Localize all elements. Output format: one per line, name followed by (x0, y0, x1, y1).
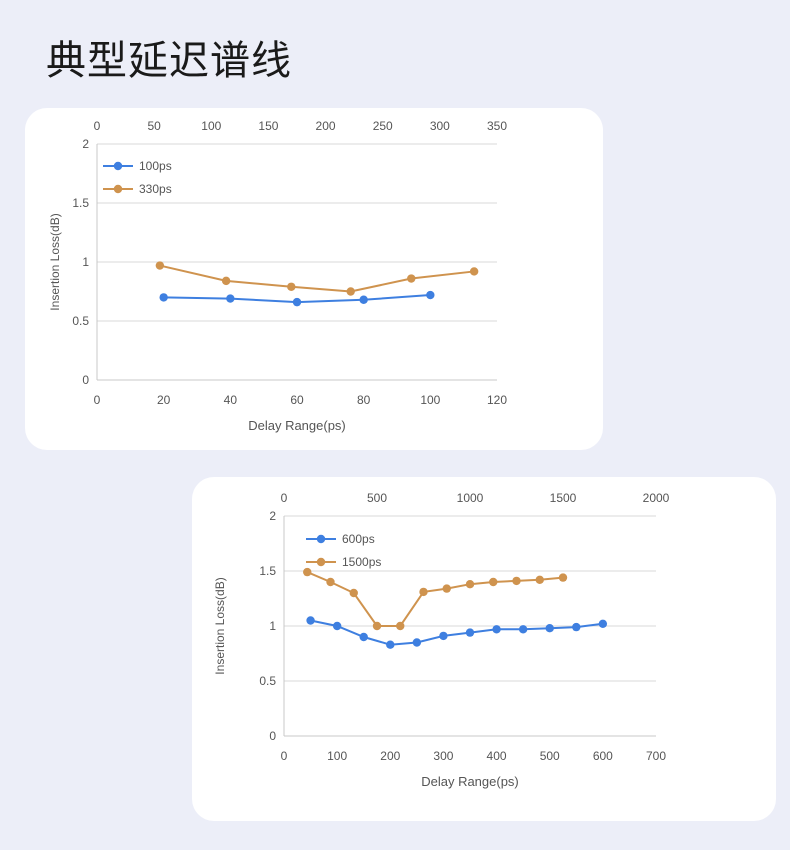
data-point-1500ps (535, 575, 544, 584)
data-point-600ps (306, 616, 315, 625)
y-tick-label: 2 (269, 509, 276, 523)
data-point-330ps (221, 276, 231, 286)
x2-tick-label: 500 (367, 491, 387, 505)
x2-tick-label: 50 (147, 119, 161, 133)
data-point-330ps (469, 267, 479, 276)
data-point-1500ps (419, 587, 428, 597)
x-tick-label: 200 (380, 749, 400, 763)
legend-label: 600ps (342, 532, 375, 546)
legend-marker (113, 161, 123, 171)
data-point-600ps (492, 625, 501, 634)
y-tick-label: 2 (82, 137, 89, 151)
x-tick-label: 300 (433, 749, 453, 763)
y-tick-label: 1.5 (72, 196, 89, 210)
data-point-330ps (407, 274, 416, 283)
data-point-330ps (346, 287, 355, 296)
x2-tick-label: 200 (316, 119, 336, 133)
x2-tick-label: 1000 (457, 491, 484, 505)
y-tick-label: 1 (82, 255, 89, 269)
legend-marker (316, 557, 326, 567)
data-point-330ps (287, 282, 296, 291)
y-axis-label: Insertion Loss(dB) (48, 213, 62, 310)
data-point-600ps (332, 621, 342, 631)
data-point-1500ps (442, 584, 451, 593)
legend-marker (316, 534, 326, 544)
page-title: 典型延迟谱线 (46, 38, 292, 84)
x2-tick-label: 0 (281, 491, 288, 505)
data-point-600ps (518, 625, 528, 634)
x-tick-label: 60 (290, 393, 304, 407)
series-line-330ps (159, 264, 475, 293)
data-point-1500ps (372, 621, 382, 631)
data-point-1500ps (303, 567, 312, 577)
data-point-100ps (292, 297, 302, 307)
chart-card-1: 0 0.5 1 1.5 2 0 20 40 60 80 100 120 0 50 100 150 200 250 3… (25, 108, 603, 450)
x-tick-label: 700 (646, 749, 666, 763)
x2-tick-label: 0 (94, 119, 101, 133)
y-tick-label: 0.5 (259, 674, 276, 688)
data-point-600ps (386, 640, 395, 649)
data-point-330ps (155, 261, 165, 270)
x-axis-label: Delay Range(ps) (248, 418, 346, 433)
x-tick-label: 500 (540, 749, 560, 763)
legend-label: 330ps (139, 182, 172, 196)
data-point-600ps (439, 631, 448, 641)
legend-label: 100ps (139, 159, 172, 173)
x-tick-label: 0 (94, 393, 101, 407)
series-line-1500ps (306, 571, 564, 627)
data-point-100ps (226, 294, 235, 303)
data-point-600ps (572, 622, 581, 632)
data-point-1500ps (396, 621, 405, 631)
x2-tick-label: 350 (487, 119, 507, 133)
data-point-1500ps (558, 573, 568, 582)
series-line-600ps (310, 619, 603, 646)
x-axis-label: Delay Range(ps) (421, 774, 519, 789)
y-tick-label: 1.5 (259, 564, 276, 578)
x-tick-label: 100 (327, 749, 347, 763)
data-point-600ps (465, 628, 475, 637)
data-point-100ps (359, 295, 368, 304)
x-tick-label: 600 (593, 749, 613, 763)
data-point-1500ps (512, 576, 521, 586)
y-tick-label: 0 (269, 729, 276, 743)
data-point-1500ps (326, 577, 335, 587)
data-point-100ps (426, 290, 435, 300)
data-point-600ps (412, 638, 422, 647)
x2-tick-label: 300 (430, 119, 450, 133)
x2-tick-label: 150 (258, 119, 278, 133)
x-tick-label: 80 (357, 393, 371, 407)
legend-label: 1500ps (342, 555, 381, 569)
x-tick-label: 400 (487, 749, 507, 763)
data-point-1500ps (465, 580, 475, 589)
x2-tick-label: 250 (373, 119, 393, 133)
x-tick-label: 120 (487, 393, 507, 407)
y-tick-label: 0.5 (72, 314, 89, 328)
x2-tick-label: 100 (201, 119, 221, 133)
data-point-600ps (545, 624, 554, 633)
legend-marker (113, 184, 123, 194)
data-point-600ps (359, 632, 368, 642)
x2-tick-label: 1500 (550, 491, 577, 505)
data-point-1500ps (349, 588, 358, 598)
data-point-1500ps (489, 577, 498, 587)
x2-tick-label: 2000 (643, 491, 670, 505)
x-tick-label: 20 (157, 393, 171, 407)
data-point-600ps (598, 619, 608, 628)
chart-card-2: 0 0.5 1 1.5 2 0 100 200 300 400 500 600 700 0 500 1000 1… (192, 477, 776, 821)
data-point-100ps (159, 293, 168, 302)
x-tick-label: 40 (224, 393, 238, 407)
y-axis-label: Insertion Loss(dB) (213, 577, 227, 674)
x-tick-label: 100 (420, 393, 440, 407)
y-tick-label: 1 (269, 619, 276, 633)
y-tick-label: 0 (82, 373, 89, 387)
x-tick-label: 0 (281, 749, 288, 763)
